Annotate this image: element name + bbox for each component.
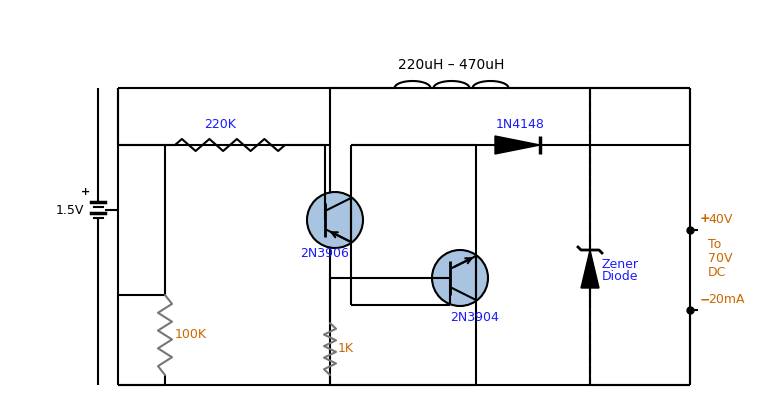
Text: −: −	[700, 293, 710, 306]
Text: 1N4148: 1N4148	[496, 118, 545, 131]
Polygon shape	[581, 250, 599, 288]
Text: 2N3904: 2N3904	[450, 311, 499, 324]
Text: Zener: Zener	[602, 258, 639, 272]
Polygon shape	[495, 136, 540, 154]
Text: 220uH – 470uH: 220uH – 470uH	[399, 58, 505, 72]
Text: 2N3906: 2N3906	[300, 247, 349, 260]
Text: 1K: 1K	[338, 342, 354, 355]
Text: To: To	[708, 238, 721, 251]
Circle shape	[432, 250, 488, 306]
Text: DC: DC	[708, 266, 727, 279]
Text: Diode: Diode	[602, 270, 638, 283]
Text: 220K: 220K	[204, 118, 236, 131]
Text: 40V: 40V	[708, 213, 733, 226]
Circle shape	[307, 192, 363, 248]
Text: 100K: 100K	[175, 328, 207, 342]
Text: +: +	[700, 212, 710, 225]
Text: 1.5V: 1.5V	[55, 204, 84, 216]
Text: +: +	[81, 187, 91, 197]
Text: 20mA: 20mA	[708, 293, 744, 306]
Text: 70V: 70V	[708, 252, 733, 265]
